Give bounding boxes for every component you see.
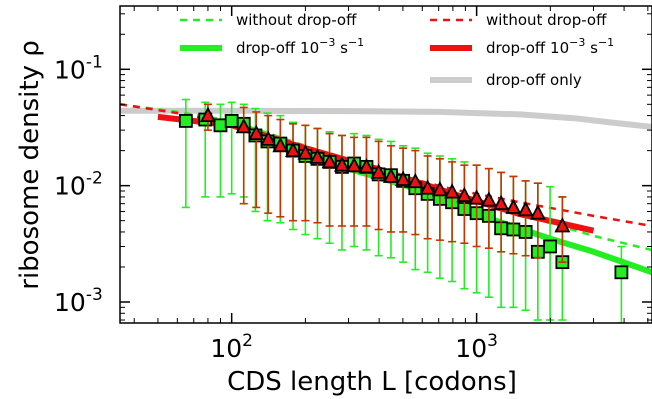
data-point-triangle bbox=[493, 194, 510, 211]
x-axis-label: CDS length L [codons] bbox=[227, 367, 517, 397]
model-line-1 bbox=[120, 107, 652, 130]
legend-entry-1: without drop-off bbox=[180, 11, 357, 29]
legend: without drop-off drop-off 10−3 s−1 without… bbox=[180, 11, 614, 89]
data-series-triangle bbox=[199, 103, 571, 263]
legend-label: without drop-off bbox=[236, 11, 357, 29]
data-point-square bbox=[614, 265, 629, 280]
model-line-5 bbox=[347, 165, 652, 276]
data-point-triangle bbox=[358, 157, 375, 174]
data-point-triangle bbox=[285, 141, 301, 158]
data-point-triangle bbox=[370, 163, 387, 179]
data-point-triangle bbox=[554, 217, 571, 233]
data-point-triangle bbox=[199, 106, 216, 123]
data-point-triangle bbox=[333, 156, 350, 172]
plot-area bbox=[120, 98, 652, 323]
data-point-triangle bbox=[505, 198, 522, 214]
data-point-square bbox=[178, 114, 193, 128]
data-point-square bbox=[543, 239, 557, 254]
x-tick-label: 102 bbox=[210, 331, 253, 363]
x-tick-label: 103 bbox=[455, 331, 498, 363]
data-point-triangle bbox=[260, 130, 277, 146]
data-point-triangle bbox=[395, 170, 412, 186]
legend-label: drop-off only bbox=[486, 71, 582, 89]
data-point-triangle bbox=[456, 186, 473, 203]
data-point-triangle bbox=[468, 189, 485, 205]
data-point-triangle bbox=[419, 179, 436, 195]
legend-label: drop-off 10−3 s−1 bbox=[236, 36, 364, 57]
data-point-triangle bbox=[248, 124, 265, 141]
legend-entry-5: drop-off only bbox=[430, 71, 582, 89]
plot-inner bbox=[120, 98, 652, 323]
data-point-triangle bbox=[529, 204, 546, 220]
data-point-triangle bbox=[517, 200, 534, 217]
legend-entry-2: drop-off 10−3 s−1 bbox=[180, 36, 364, 57]
legend-entry-4: drop-off 10−3 s−1 bbox=[430, 36, 614, 57]
data-point-triangle bbox=[444, 183, 461, 199]
legend-label: without drop-off bbox=[486, 11, 607, 29]
data-point-square bbox=[224, 114, 239, 128]
legend-entry-3: without drop-off bbox=[430, 11, 607, 29]
data-point-triangle bbox=[407, 172, 424, 189]
data-point-triangle bbox=[431, 180, 448, 197]
data-point-square bbox=[213, 118, 228, 133]
data-point-triangle bbox=[382, 167, 399, 183]
data-point-triangle bbox=[480, 191, 497, 207]
axes: 102 103 10-1 10-2 10-3 bbox=[54, 5, 652, 363]
plot-frame bbox=[119, 5, 652, 324]
data-point-triangle bbox=[321, 152, 338, 169]
legend-label: drop-off 10−3 s−1 bbox=[486, 36, 614, 57]
data-point-triangle bbox=[346, 156, 363, 173]
data-point-triangle bbox=[309, 148, 326, 164]
data-point-triangle bbox=[235, 117, 252, 134]
y-tick-label: 10-1 bbox=[54, 52, 103, 84]
y-axis-label: ribosome density ρ bbox=[15, 40, 45, 289]
data-point-triangle bbox=[297, 144, 314, 160]
y-tick-label: 10-3 bbox=[54, 285, 103, 317]
y-tick-label: 10-2 bbox=[54, 169, 103, 201]
data-point-triangle bbox=[272, 136, 289, 153]
